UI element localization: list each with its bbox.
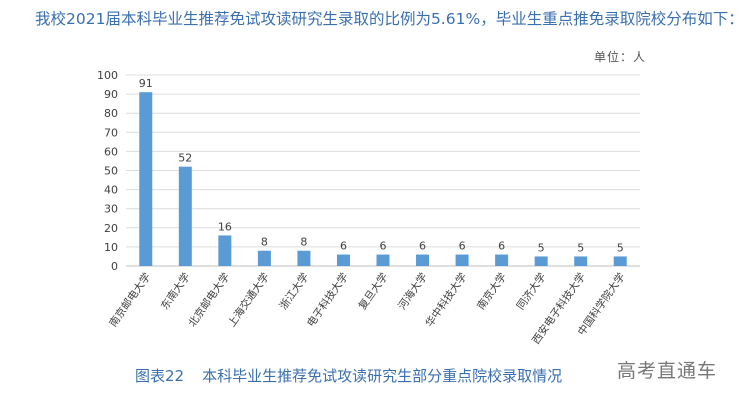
x-tick-label: 浙江大学 xyxy=(277,270,312,312)
y-tick-label: 100 xyxy=(97,69,118,82)
data-label: 5 xyxy=(617,241,624,254)
bar xyxy=(495,254,509,266)
data-label: 6 xyxy=(459,240,466,253)
caption-title: 本科毕业生推荐免试攻读研究生部分重点院校录取情况 xyxy=(202,367,563,385)
bar xyxy=(534,256,548,266)
y-tick-label: 0 xyxy=(111,260,118,273)
y-tick-label: 10 xyxy=(104,241,118,254)
x-tick-label: 复旦大学 xyxy=(356,270,391,312)
bar xyxy=(218,235,232,266)
bar xyxy=(416,254,430,266)
y-tick-label: 30 xyxy=(104,203,118,216)
watermark-text: 高考直通车 xyxy=(617,360,718,382)
unit-label: 单位：人 xyxy=(594,50,647,64)
y-tick-label: 40 xyxy=(104,184,118,197)
data-label: 6 xyxy=(380,240,387,253)
x-tick-label: 同济大学 xyxy=(514,270,549,312)
y-tick-label: 60 xyxy=(104,145,118,158)
x-tick-label: 华中科技大学 xyxy=(423,270,470,329)
intro-paragraph: 我校2021届本科毕业生推荐免试攻读研究生录取的比例为5.61%，毕业生重点推免… xyxy=(35,10,744,28)
bar xyxy=(257,250,271,266)
y-tick-label: 80 xyxy=(104,107,118,120)
data-label: 5 xyxy=(538,241,545,254)
data-label: 8 xyxy=(261,236,268,249)
x-tick-label: 南京邮电大学 xyxy=(106,270,153,329)
bar xyxy=(178,166,192,266)
caption-number: 图表22 xyxy=(135,367,185,385)
bar xyxy=(139,92,153,266)
y-tick-label: 20 xyxy=(104,222,118,235)
y-tick-label: 70 xyxy=(104,126,118,139)
x-tick-label: 东南大学 xyxy=(158,270,193,312)
data-label: 8 xyxy=(300,236,307,249)
x-tick-label: 电子科技大学 xyxy=(304,270,351,329)
data-label: 6 xyxy=(419,240,426,253)
bar xyxy=(336,254,350,266)
x-tick-label: 南京大学 xyxy=(474,270,509,312)
x-tick-label: 上海交通大学 xyxy=(225,270,272,329)
y-tick-label: 50 xyxy=(104,165,118,178)
data-label: 6 xyxy=(340,240,347,253)
x-tick-label: 北京邮电大学 xyxy=(186,270,233,329)
figure-caption: 图表22 本科毕业生推荐免试攻读研究生部分重点院校录取情况 xyxy=(135,365,562,386)
bar xyxy=(574,256,588,266)
data-label: 52 xyxy=(178,152,192,165)
y-tick-label: 90 xyxy=(104,88,118,101)
bar xyxy=(613,256,627,266)
data-label: 6 xyxy=(498,240,505,253)
bar xyxy=(455,254,469,266)
data-label: 16 xyxy=(218,220,232,233)
bar xyxy=(297,250,311,266)
data-label: 91 xyxy=(139,77,153,90)
x-tick-label: 河海大学 xyxy=(395,270,430,312)
data-label: 5 xyxy=(577,241,584,254)
bar xyxy=(376,254,390,266)
